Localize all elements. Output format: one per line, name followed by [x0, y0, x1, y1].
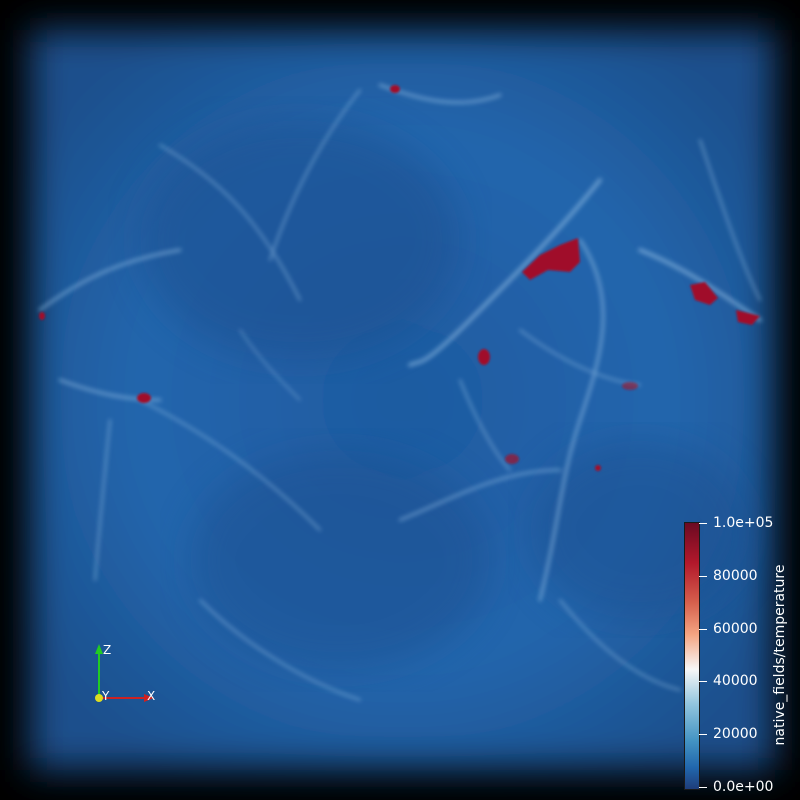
axes-orientation-widget: Z Y X: [95, 643, 155, 703]
colorbar-title: native_fields/temperature: [772, 564, 788, 746]
colorbar-tick-label: 80000: [713, 568, 758, 584]
temperature-colorbar: [684, 522, 700, 790]
colorbar-tick: [699, 523, 707, 524]
colorbar-tick: [699, 576, 707, 577]
x-axis-arrow: [144, 694, 154, 702]
colorbar-tick-label: 20000: [713, 726, 758, 742]
colorbar-tick-label: 1.0e+05: [713, 515, 774, 531]
y-axis-dot: [95, 694, 103, 702]
colorbar-tick: [699, 734, 707, 735]
colorbar-tick-label: 40000: [713, 673, 758, 689]
colorbar-tick-label: 60000: [713, 621, 758, 637]
colorbar-tick: [699, 787, 707, 788]
y-axis-label: Y: [101, 689, 110, 703]
colorbar-tick: [699, 629, 707, 630]
z-axis-label: Z: [103, 643, 111, 657]
colorbar-tick-label: 0.0e+00: [713, 779, 774, 795]
x-axis-label: X: [147, 689, 155, 703]
z-axis-arrow: [95, 644, 103, 654]
colorbar-tick: [699, 681, 707, 682]
